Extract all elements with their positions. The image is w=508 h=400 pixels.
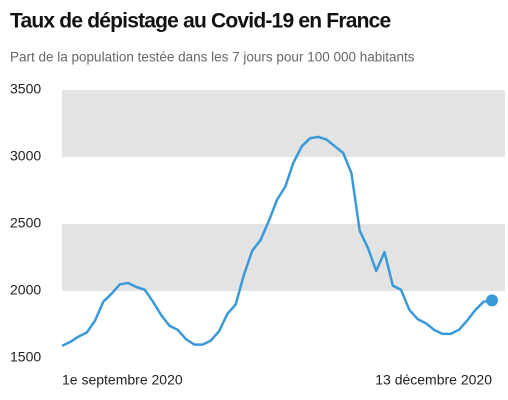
grid-band (62, 224, 505, 291)
x-tick-label: 13 décembre 2020 (375, 372, 492, 388)
end-marker (486, 294, 498, 307)
y-tick-label: 2000 (10, 282, 41, 298)
y-tick-label: 1500 (10, 349, 41, 365)
y-tick-label: 2500 (10, 215, 41, 231)
y-tick-label: 3000 (10, 148, 41, 164)
line (61, 135, 493, 348)
x-tick-label: 1e septembre 2020 (62, 372, 183, 388)
bands (62, 90, 505, 291)
y-tick-label: 3500 (10, 81, 41, 97)
chart-subtitle: Part de la population testée dans les 7 … (10, 50, 415, 65)
chart-title: Taux de dépistage au Covid-19 en France (10, 10, 390, 33)
grid-band (62, 90, 505, 157)
